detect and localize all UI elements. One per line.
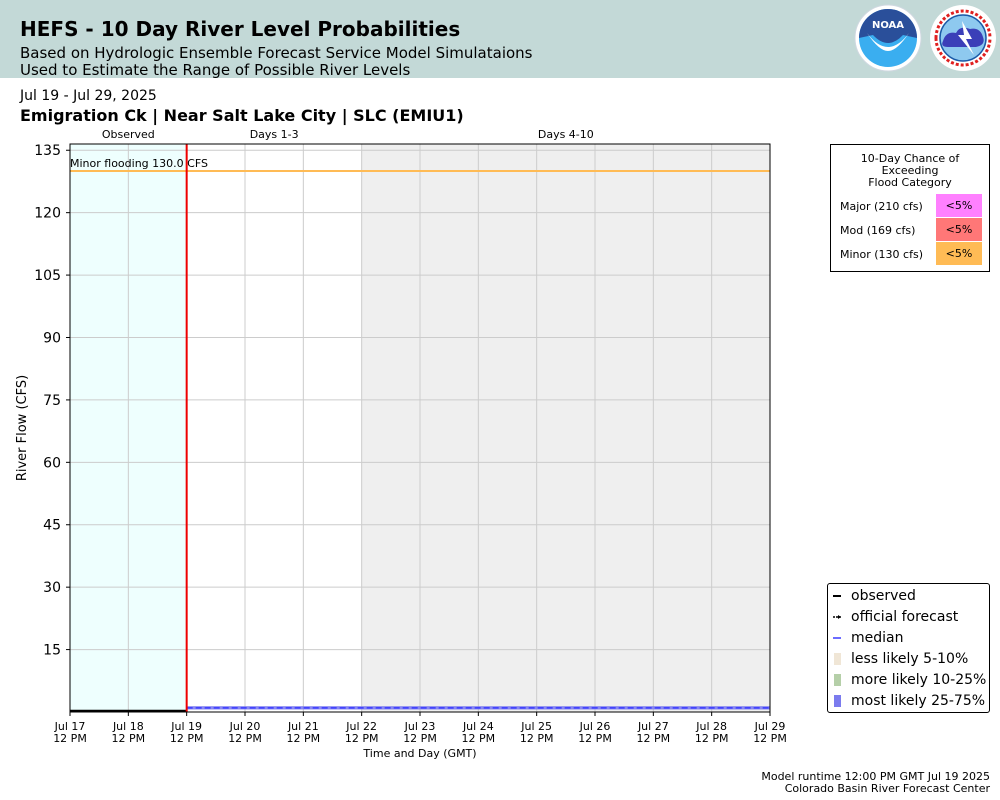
y-tick-label: 15 xyxy=(43,643,61,659)
flood-category-label: Major (210 cfs) xyxy=(840,200,923,213)
minor-flood-label: Minor flooding 130.0 CFS xyxy=(70,157,208,170)
flood-category-title-line: Flood Category xyxy=(868,176,952,189)
x-tick-label-time: 12 PM xyxy=(578,732,612,745)
green-box-icon xyxy=(834,674,841,686)
x-tick-label-time: 12 PM xyxy=(112,732,146,745)
page-title: HEFS - 10 Day River Level Probabilities xyxy=(20,17,461,41)
x-tick-label-date: Jul 21 xyxy=(287,720,319,733)
flood-category-title: 10-Day Chance of Exceeding Flood Categor… xyxy=(831,153,989,189)
flood-category-title-line: 10-Day Chance of xyxy=(860,152,960,165)
date-range: Jul 19 - Jul 29, 2025 xyxy=(20,88,157,104)
legend-item-median: median xyxy=(832,628,987,648)
x-tick-label-time: 12 PM xyxy=(695,732,729,745)
forecast-center: Colorado Basin River Forecast Center xyxy=(784,782,990,795)
y-tick-label: 105 xyxy=(34,268,61,284)
noaa-logo[interactable]: NOAA xyxy=(853,3,923,73)
region-background xyxy=(361,144,770,712)
x-tick-label-date: Jul 22 xyxy=(345,720,377,733)
dotted-arrow-line-icon xyxy=(833,615,841,619)
x-tick-label-date: Jul 29 xyxy=(754,720,786,733)
flood-category-label: Minor (130 cfs) xyxy=(840,248,923,261)
flood-category-chance: <5% xyxy=(936,242,982,265)
station-name: Emigration Ck | Near Salt Lake City | SL… xyxy=(20,106,464,125)
region-label: Observed xyxy=(102,128,155,141)
legend-label: official forecast xyxy=(851,609,959,625)
flood-category-box: 10-Day Chance of Exceeding Flood Categor… xyxy=(830,144,990,272)
x-tick-label-date: Jul 25 xyxy=(520,720,552,733)
x-tick-label-date: Jul 17 xyxy=(54,720,86,733)
y-tick-label: 60 xyxy=(43,455,61,471)
purple-box-icon xyxy=(834,695,841,707)
x-tick-label-date: Jul 26 xyxy=(579,720,611,733)
y-tick-label: 30 xyxy=(43,580,61,596)
nws-logo[interactable] xyxy=(928,3,998,73)
legend-item-less-likely: less likely 5-10% xyxy=(832,649,987,669)
x-tick-label-date: Jul 28 xyxy=(695,720,727,733)
page-subtitle-1: Based on Hydrologic Ensemble Forecast Se… xyxy=(20,44,533,62)
x-tick-label-date: Jul 19 xyxy=(170,720,202,733)
flood-category-chance: <5% xyxy=(936,194,982,217)
x-tick-label-time: 12 PM xyxy=(53,732,87,745)
x-tick-label-date: Jul 23 xyxy=(404,720,436,733)
y-tick-label: 75 xyxy=(43,393,61,409)
x-tick-label-time: 12 PM xyxy=(403,732,437,745)
legend-item-more-likely: more likely 10-25% xyxy=(832,670,987,690)
flood-category-title-line: Exceeding xyxy=(881,164,939,177)
x-tick-label-time: 12 PM xyxy=(287,732,321,745)
x-tick-label-time: 12 PM xyxy=(462,732,496,745)
y-tick-label: 90 xyxy=(43,330,61,346)
beige-box-icon xyxy=(834,653,841,665)
blue-line-icon xyxy=(833,637,841,639)
y-tick-label: 135 xyxy=(34,143,61,159)
legend-label: most likely 25-75% xyxy=(851,693,986,709)
y-tick-label: 120 xyxy=(34,206,61,222)
x-tick-label-time: 12 PM xyxy=(170,732,204,745)
x-tick-label-date: Jul 27 xyxy=(637,720,669,733)
legend-item-observed: observed xyxy=(832,586,987,606)
region-background xyxy=(186,144,362,712)
black-line-icon xyxy=(833,595,841,597)
header-bar: HEFS - 10 Day River Level Probabilities … xyxy=(0,0,1000,79)
legend-label: more likely 10-25% xyxy=(851,672,987,688)
chart-legend: observed official forecast median less l… xyxy=(827,583,990,713)
region-label: Days 4-10 xyxy=(538,128,594,141)
region-label: Days 1-3 xyxy=(250,128,299,141)
flood-category-row-moderate: Mod (169 cfs) <5% xyxy=(840,218,986,242)
legend-item-official-forecast: official forecast xyxy=(832,607,987,627)
flood-category-chance: <5% xyxy=(936,218,982,241)
x-tick-label-time: 12 PM xyxy=(637,732,671,745)
flood-category-row-major: Major (210 cfs) <5% xyxy=(840,194,986,218)
model-runtime: Model runtime 12:00 PM GMT Jul 19 2025 xyxy=(761,770,990,783)
x-tick-label-date: Jul 24 xyxy=(462,720,494,733)
y-axis-label: River Flow (CFS) xyxy=(15,375,30,481)
x-tick-label-time: 12 PM xyxy=(345,732,379,745)
legend-label: observed xyxy=(851,588,916,604)
y-tick-label: 45 xyxy=(43,518,61,534)
x-tick-label-date: Jul 20 xyxy=(229,720,261,733)
x-tick-label-time: 12 PM xyxy=(228,732,262,745)
legend-label: median xyxy=(851,630,904,646)
x-tick-label-time: 12 PM xyxy=(520,732,554,745)
legend-item-most-likely: most likely 25-75% xyxy=(832,691,987,711)
legend-label: less likely 5-10% xyxy=(851,651,969,667)
x-tick-label-date: Jul 18 xyxy=(112,720,144,733)
svg-text:NOAA: NOAA xyxy=(872,20,904,31)
flood-category-label: Mod (169 cfs) xyxy=(840,224,916,237)
flood-category-row-minor: Minor (130 cfs) <5% xyxy=(840,242,986,266)
x-tick-label-time: 12 PM xyxy=(753,732,787,745)
page-subtitle-2: Used to Estimate the Range of Possible R… xyxy=(20,61,411,79)
x-axis-label: Time and Day (GMT) xyxy=(362,747,476,760)
